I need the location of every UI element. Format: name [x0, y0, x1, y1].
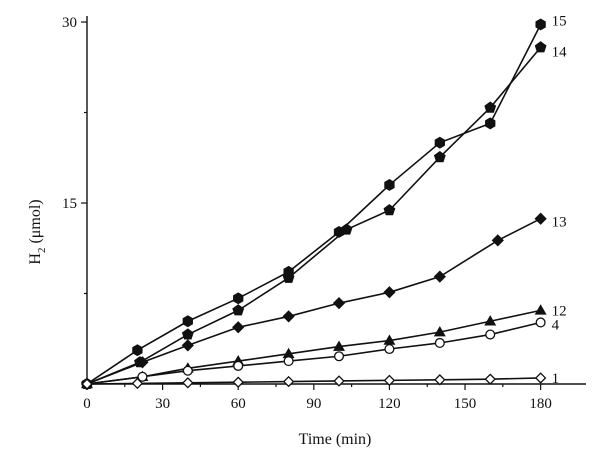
- data-point: [535, 317, 546, 328]
- x-tick-label: 60: [231, 396, 246, 412]
- series-line: [86, 24, 542, 385]
- data-point: [484, 101, 497, 113]
- data-point: [333, 375, 345, 387]
- data-point: [485, 329, 496, 340]
- data-point: [333, 351, 345, 362]
- series-label: 13: [552, 215, 567, 231]
- data-point: [485, 117, 496, 130]
- y-tick-label: 30: [62, 15, 77, 31]
- series-label: 1: [552, 371, 560, 387]
- data-point: [484, 315, 497, 326]
- data-point: [434, 374, 446, 386]
- data-point: [181, 339, 194, 352]
- series-line: [86, 46, 542, 385]
- data-point: [484, 373, 496, 385]
- data-point: [340, 223, 353, 235]
- data-point: [433, 326, 446, 337]
- series-line: [86, 217, 542, 385]
- data-point: [182, 315, 193, 328]
- x-axis-title: Time (min): [299, 431, 372, 448]
- data-point: [434, 337, 445, 349]
- series-label: 14: [552, 44, 568, 60]
- data-point: [534, 212, 547, 225]
- y-axis-title-subscript: 2: [36, 248, 48, 254]
- data-point: [131, 377, 144, 390]
- x-ticks: 0 30 60 90 120 150 180: [83, 384, 552, 412]
- data-point: [535, 18, 546, 31]
- series-4: 4: [81, 317, 560, 390]
- series-label: 12: [552, 303, 567, 319]
- data-point: [137, 371, 148, 382]
- data-point: [233, 292, 244, 305]
- data-point: [384, 343, 395, 355]
- series-line: [86, 321, 541, 385]
- series-line: [86, 377, 541, 385]
- data-point: [433, 150, 446, 163]
- x-tick-label: 150: [454, 396, 477, 412]
- data-point: [383, 286, 396, 299]
- data-point: [383, 204, 396, 216]
- data-point: [181, 328, 194, 340]
- x-tick-label: 0: [83, 396, 91, 412]
- data-point: [433, 270, 446, 283]
- y-axis-title-main: H: [27, 253, 44, 265]
- x-tick-label: 90: [306, 396, 321, 412]
- data-point: [384, 178, 395, 191]
- series-label: 15: [552, 13, 567, 29]
- data-point: [434, 136, 445, 149]
- data-point: [282, 375, 295, 388]
- y-axis-title-units: (μmol): [27, 199, 44, 247]
- data-point: [333, 340, 345, 351]
- data-point: [534, 304, 547, 315]
- data-point: [232, 321, 245, 334]
- y-axis-title: H2 (μmol): [27, 199, 48, 264]
- data-point: [233, 360, 244, 371]
- y-tick-label: 15: [62, 196, 77, 212]
- data-point: [182, 365, 193, 376]
- data-point: [136, 356, 149, 369]
- data-point: [283, 356, 294, 367]
- x-tick-label: 120: [378, 396, 401, 412]
- data-point: [282, 271, 295, 283]
- data-point: [534, 41, 547, 53]
- data-point: [81, 378, 93, 390]
- x-tick-label: 30: [155, 396, 170, 412]
- series-label: 4: [552, 317, 560, 333]
- series-layer: 15 14 13 124 1: [80, 13, 568, 391]
- data-point: [182, 377, 194, 389]
- data-point: [132, 344, 143, 357]
- data-point: [491, 234, 504, 247]
- data-point: [282, 310, 295, 323]
- data-point: [232, 376, 244, 388]
- series-line: [86, 309, 541, 385]
- data-point: [534, 372, 547, 384]
- data-point: [332, 297, 346, 310]
- data-point: [383, 374, 396, 387]
- x-tick-label: 180: [529, 396, 552, 412]
- data-point: [232, 304, 245, 316]
- series-13: 13: [80, 212, 567, 391]
- series-1: 1: [81, 371, 560, 390]
